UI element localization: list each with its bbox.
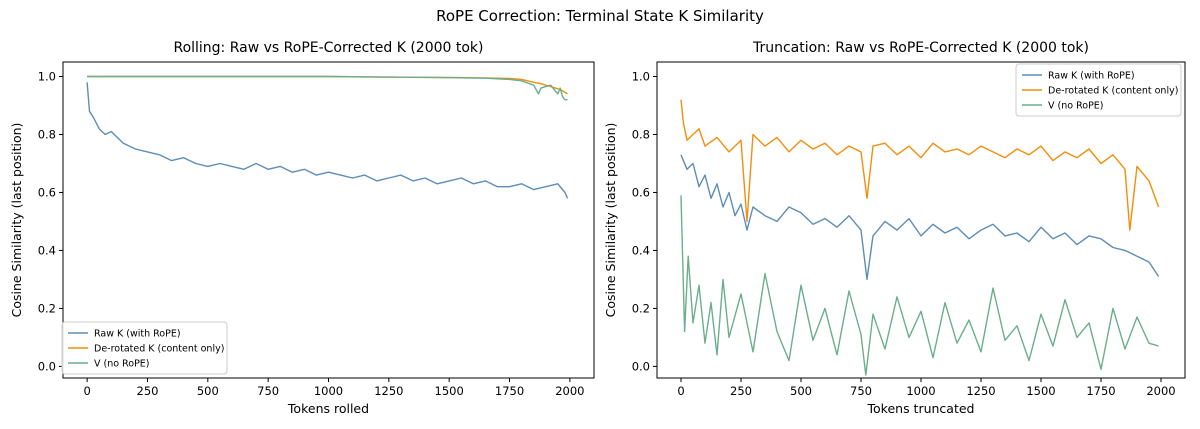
chart-1-xtick-label-5: 1250 bbox=[966, 384, 995, 398]
chart-0-xtick-label-6: 1500 bbox=[435, 384, 464, 398]
chart-1-legend-label-1: De-rotated K (content only) bbox=[1048, 86, 1178, 97]
chart-1-ytick-label-4: 0.8 bbox=[632, 127, 650, 141]
chart-0-series-2-line bbox=[87, 75, 568, 101]
chart-0-xtick-label-7: 1750 bbox=[495, 384, 524, 398]
chart-1-xtick-label-1: 250 bbox=[730, 384, 752, 398]
chart-1-legend-label-2: V (no RoPE) bbox=[1048, 101, 1104, 112]
chart-0-xtick-label-4: 1000 bbox=[314, 384, 343, 398]
chart-1-xtick-label-2: 500 bbox=[790, 384, 812, 398]
chart-0-legend-label-1: De-rotated K (content only) bbox=[94, 344, 224, 355]
chart-1-series-0-line bbox=[680, 154, 1160, 281]
chart-0-xtick-label-3: 750 bbox=[257, 384, 279, 398]
chart-1-xtick-label-6: 1500 bbox=[1026, 384, 1055, 398]
chart-0-title: Rolling: Raw vs RoPE-Corrected K (2000 t… bbox=[173, 40, 483, 56]
chart-0-legend-label-2: V (no RoPE) bbox=[94, 359, 150, 370]
chart-1-ylabel: Cosine Similarity (last position) bbox=[603, 123, 618, 318]
chart-0-ylabel: Cosine Similarity (last position) bbox=[9, 123, 24, 318]
chart-0-xtick-label-1: 250 bbox=[137, 384, 159, 398]
chart-1-legend: Raw K (with RoPE) De-rotated K (content o… bbox=[1015, 63, 1182, 117]
chart-1-series-2-line bbox=[680, 195, 1159, 376]
chart-1-xlabel: Tokens truncated bbox=[867, 401, 975, 416]
figure-title: RoPE Correction: Terminal State K Simila… bbox=[436, 7, 764, 25]
chart-0-legend-label-0: Raw K (with RoPE) bbox=[94, 329, 181, 340]
chart-1-xtick-label-0: 0 bbox=[677, 384, 684, 398]
chart-0-xlabel: Tokens rolled bbox=[287, 401, 369, 416]
chart-1-legend-label-0: Raw K (with RoPE) bbox=[1048, 71, 1135, 82]
chart-1-ytick-label-0: 0.0 bbox=[632, 359, 650, 373]
chart-0-ytick-label-4: 0.8 bbox=[38, 127, 56, 141]
chart-0-ytick-label-2: 0.4 bbox=[38, 243, 56, 257]
chart-1-xtick-label-8: 2000 bbox=[1146, 384, 1175, 398]
chart-0-xtick-label-8: 2000 bbox=[555, 384, 584, 398]
chart-1-ytick-label-3: 0.6 bbox=[632, 185, 650, 199]
chart-0-legend: Raw K (with RoPE) De-rotated K (content o… bbox=[61, 321, 228, 375]
chart-1-xtick-label-7: 1750 bbox=[1086, 384, 1115, 398]
chart-0-xtick-label-5: 1250 bbox=[374, 384, 403, 398]
chart-1-xtick-label-4: 1000 bbox=[906, 384, 935, 398]
chart-0-legend-box bbox=[61, 321, 228, 375]
chart-0-ytick-label-3: 0.6 bbox=[38, 185, 56, 199]
chart-1-legend-box bbox=[1015, 63, 1182, 117]
chart-1-ytick-label-5: 1.0 bbox=[632, 69, 650, 83]
chart-0-series-0-line bbox=[86, 82, 569, 199]
chart-0-ytick-label-1: 0.2 bbox=[38, 301, 56, 315]
chart-0-xtick-label-0: 0 bbox=[83, 384, 90, 398]
chart-0-ytick-label-0: 0.0 bbox=[38, 359, 56, 373]
chart-1-xtick-label-3: 750 bbox=[850, 384, 872, 398]
chart-1-title: Truncation: Raw vs RoPE-Corrected K (200… bbox=[752, 40, 1089, 56]
rolling-panel: Rolling: Raw vs RoPE-Corrected K (2000 t… bbox=[9, 40, 595, 416]
chart-0-ytick-label-5: 1.0 bbox=[38, 69, 56, 83]
truncation-panel: Truncation: Raw vs RoPE-Corrected K (200… bbox=[603, 40, 1186, 416]
chart-1-ytick-label-2: 0.4 bbox=[632, 243, 650, 257]
chart-0-xtick-label-2: 500 bbox=[197, 384, 219, 398]
chart-1-ytick-label-1: 0.2 bbox=[632, 301, 650, 315]
chart-1-series-1-line bbox=[680, 99, 1160, 231]
